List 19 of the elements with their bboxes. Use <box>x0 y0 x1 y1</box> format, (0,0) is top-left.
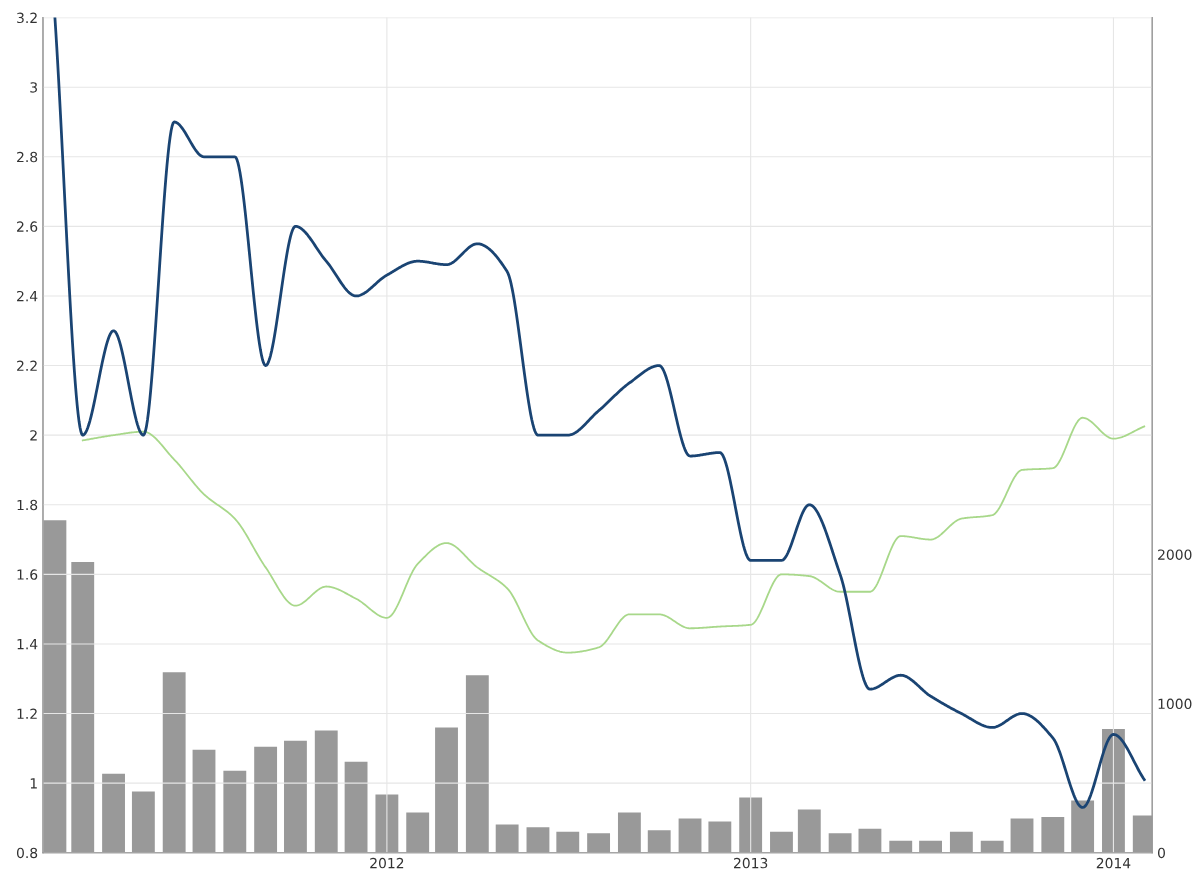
y-tick-label: 0.8 <box>16 847 38 859</box>
x-tick-label: 2013 <box>734 857 768 869</box>
y-tick-label: 1 <box>30 778 37 789</box>
y-tick-label: 3 <box>30 82 38 93</box>
y-tick-label: 2.4 <box>17 290 38 302</box>
y-tick-label: 3.2 <box>17 12 37 24</box>
y2-tick-label: 0 <box>1157 847 1165 859</box>
y-tick-label: 1.4 <box>17 639 38 650</box>
y-tick-label: 1.2 <box>17 708 37 719</box>
y-tick-label: 2.2 <box>17 360 37 371</box>
y-tick-label: 1.6 <box>17 569 38 580</box>
y-tick-label: 1.8 <box>17 499 38 511</box>
y-tick-label: 2.8 <box>17 151 38 163</box>
y-tick-label: 2.6 <box>17 221 38 232</box>
y2-tick-label: 2000 <box>1158 549 1192 560</box>
x-tick-label: 2012 <box>370 857 404 869</box>
x-tick-label: 2014 <box>1096 857 1131 869</box>
y-tick-label: 2 <box>30 430 37 441</box>
y2-tick-label: 1000 <box>1158 698 1192 710</box>
